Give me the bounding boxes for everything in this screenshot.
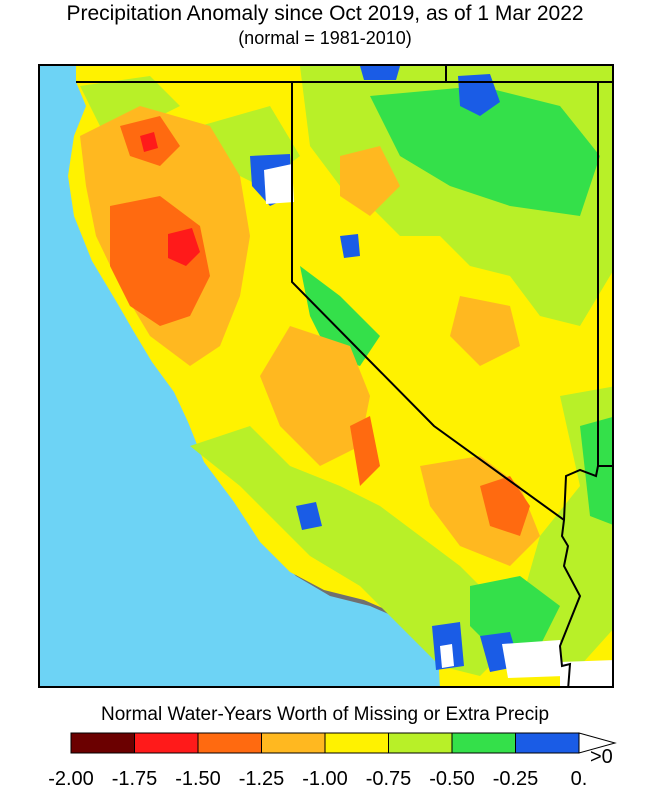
- colorbar-tick-label: -1.25: [238, 768, 285, 790]
- map-subtitle: (normal = 1981-2010): [238, 28, 412, 48]
- no-data-areas: [264, 164, 612, 686]
- anomaly-orange-areas: [80, 106, 540, 566]
- anomaly-darkorange-areas: [110, 116, 530, 536]
- colorbar-tick-label: -1.00: [302, 768, 348, 790]
- state-borders: [76, 66, 612, 686]
- colorbar-overflow-arrow: [578, 732, 617, 754]
- colorbar-tick-label: -2.00: [48, 768, 94, 790]
- colorbar-bin: [70, 732, 135, 754]
- legend-title: Normal Water-Years Worth of Missing or E…: [100, 704, 550, 725]
- colorbar-bin: [451, 732, 516, 754]
- anomaly-red-areas: [140, 132, 200, 266]
- colorbar-bin: [134, 732, 199, 754]
- colorbar-bin: [261, 732, 326, 754]
- overflow-label: >0: [590, 746, 613, 768]
- colorbar-tick-label: -0.50: [429, 768, 475, 790]
- colorbar: [70, 732, 617, 754]
- colorbar-bin: [324, 732, 389, 754]
- precipitation-anomaly-map: [38, 64, 614, 688]
- colorbar-tick-label: -0.75: [365, 768, 412, 790]
- colorbar-bin: [515, 732, 580, 754]
- colorbar-bin: [388, 732, 453, 754]
- map-title: Precipitation Anomaly since Oct 2019, as…: [66, 2, 584, 25]
- colorbar-tick-label: -0.25: [492, 768, 539, 790]
- colorbar-bin: [197, 732, 262, 754]
- colorbar-tick-label: -1.75: [111, 768, 158, 790]
- colorbar-tick-label: 0.: [570, 768, 588, 790]
- colorbar-tick-label: -1.50: [175, 768, 221, 790]
